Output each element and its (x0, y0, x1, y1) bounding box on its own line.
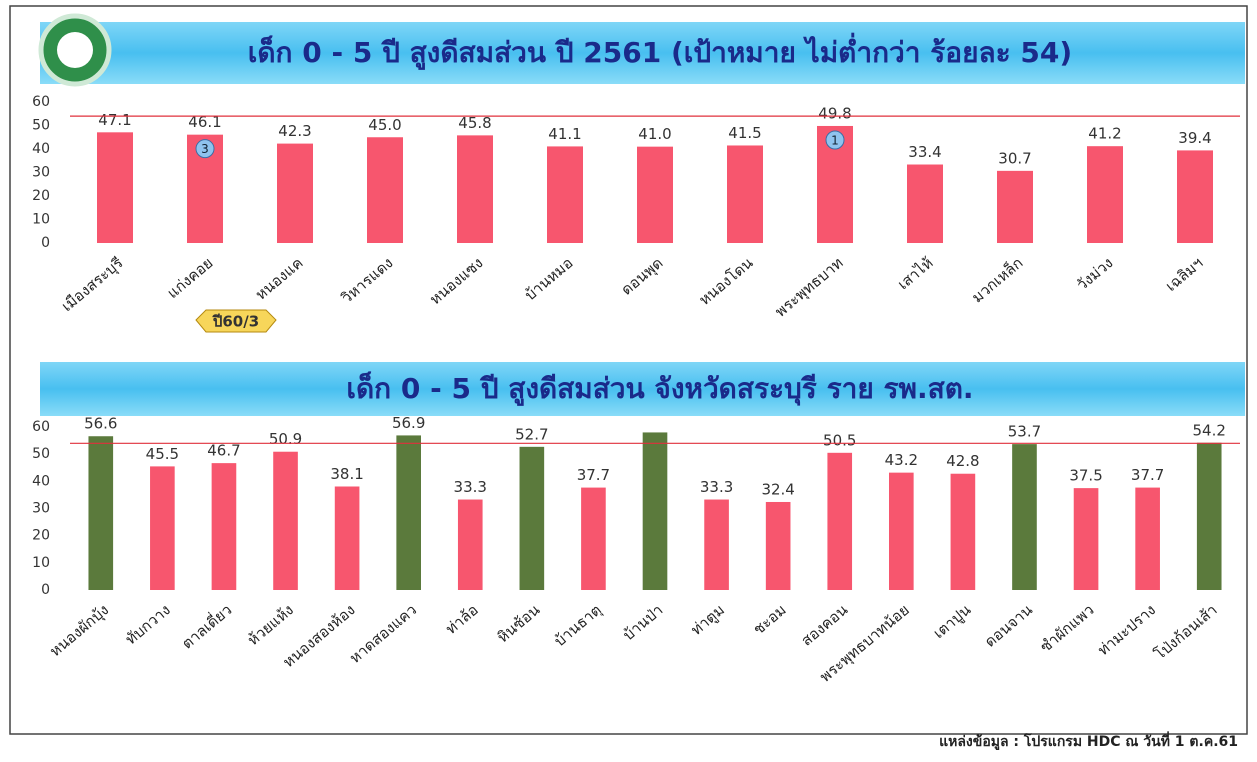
bar (150, 466, 175, 590)
chart-title: เด็ก 0 - 5 ปี สูงดีสมส่วน จังหวัดสระบุรี… (346, 371, 973, 406)
bar (1177, 150, 1213, 243)
bar (334, 486, 360, 590)
bar (457, 135, 493, 243)
bar (765, 501, 791, 590)
data-label: 41.0 (638, 125, 671, 143)
title-band (40, 362, 1245, 416)
data-label: 50.5 (823, 431, 856, 449)
note-badge (195, 309, 277, 333)
note: ปี60/3 (212, 313, 259, 331)
y-tick-label: 0 (41, 235, 50, 251)
data-label: 30.7 (998, 149, 1031, 167)
logo-inner (57, 32, 93, 68)
data-label: 53.7 (1008, 423, 1041, 441)
bar (396, 435, 421, 590)
data-label: 38.1 (330, 465, 363, 483)
bar (97, 132, 133, 243)
data-label: 49.8 (818, 104, 851, 122)
data-label: 41.2 (1088, 125, 1121, 143)
bar (827, 452, 853, 590)
bar (277, 143, 313, 243)
y-tick-label: 30 (32, 165, 50, 181)
data-label: 37.5 (1069, 467, 1102, 485)
bar (88, 436, 114, 590)
y-tick-label: 10 (32, 555, 50, 571)
data-label: 42.3 (278, 122, 311, 140)
badge (195, 139, 215, 159)
data-label: 45.8 (458, 114, 491, 132)
data-label: 54.2 (1193, 421, 1226, 439)
data-label: 56.6 (84, 415, 117, 433)
data-label: 37.7 (1131, 466, 1164, 484)
y-tick-label: 50 (32, 118, 50, 134)
badge-label: 1 (831, 133, 839, 147)
y-tick-label: 60 (32, 419, 50, 435)
data-label: 43.2 (885, 451, 918, 469)
y-tick-label: 60 (32, 94, 50, 110)
data-label: 45.0 (368, 116, 401, 134)
y-tick-label: 30 (32, 501, 50, 517)
bar (457, 499, 483, 590)
data-label: 56.9 (392, 414, 425, 432)
data-label: 41.5 (728, 124, 761, 142)
bar (704, 499, 729, 590)
y-tick-label: 20 (32, 528, 50, 544)
data-label: 33.3 (454, 478, 487, 496)
y-tick-label: 50 (32, 446, 50, 462)
data-label: 33.3 (700, 478, 733, 496)
data-label: 32.4 (761, 480, 794, 498)
bar (637, 146, 673, 243)
bar (1012, 444, 1037, 590)
bar (519, 446, 545, 590)
data-label: 41.1 (548, 125, 581, 143)
y-tick-label: 0 (41, 582, 50, 598)
data-label: 46.7 (207, 442, 240, 460)
data-label: 50.9 (269, 430, 302, 448)
data-label: 45.5 (146, 445, 179, 463)
badge-label: 3 (201, 142, 209, 156)
bar (1073, 488, 1099, 590)
badge (825, 130, 845, 150)
bar (581, 487, 606, 590)
chart-title: เด็ก 0 - 5 ปี สูงดีสมส่วน ปี 2561 (เป้าห… (248, 32, 1072, 70)
y-tick-label: 10 (32, 212, 50, 228)
bar (727, 145, 763, 243)
data-label: 52.7 (515, 425, 548, 443)
title-band (40, 22, 1245, 84)
data-label: 46.1 (188, 113, 221, 131)
data-label: 39.4 (1178, 129, 1211, 147)
data-label: 42.8 (946, 452, 979, 470)
data-label: 47.1 (98, 111, 131, 129)
y-tick-label: 20 (32, 188, 50, 204)
bar (997, 170, 1033, 243)
data-label: 33.4 (908, 143, 941, 161)
bar (367, 137, 403, 243)
bar (273, 451, 298, 590)
bar (1196, 442, 1222, 590)
y-tick-label: 40 (32, 473, 50, 489)
bar (1135, 487, 1160, 590)
bar (211, 463, 237, 590)
bar (950, 473, 976, 590)
bar (907, 164, 943, 243)
data-label: 37.7 (577, 466, 610, 484)
bar (1087, 146, 1123, 243)
bar (889, 472, 914, 590)
bar (547, 146, 583, 243)
source: แหล่งข้อมูล : โปรแกรม HDC ณ วันที่ 1 ต.ค… (939, 731, 1238, 750)
y-tick-label: 40 (32, 141, 50, 157)
bar (642, 432, 668, 590)
